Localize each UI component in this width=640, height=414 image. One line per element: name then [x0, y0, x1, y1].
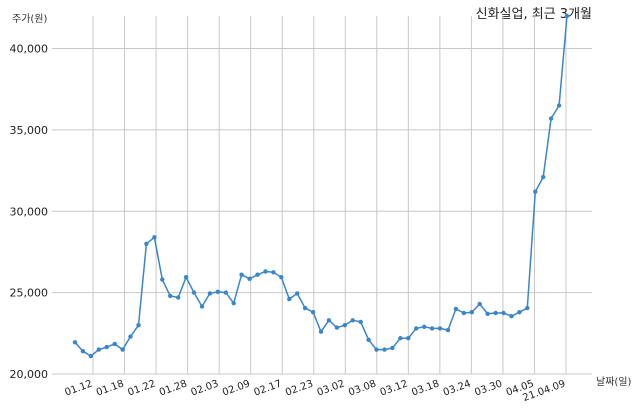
data-point [342, 323, 347, 328]
data-point [160, 277, 165, 282]
data-point [382, 347, 387, 352]
data-point [72, 340, 78, 345]
data-point [263, 269, 268, 274]
data-point [541, 174, 546, 180]
data-point [136, 323, 141, 328]
x-tick-label: 01.18 [95, 378, 126, 398]
data-point [96, 347, 102, 352]
x-tick-label: 01.22 [126, 378, 157, 398]
data-point [318, 329, 324, 334]
data-point [144, 241, 149, 246]
y-axis-label: 주가(원) [12, 13, 48, 25]
data-point [239, 272, 244, 277]
data-point [334, 325, 340, 330]
data-point [453, 306, 459, 312]
y-tick-label: 20,000 [10, 368, 49, 381]
data-point [445, 327, 451, 333]
x-tick-label: 03.12 [379, 378, 410, 398]
chart-title: 신화실업, 최근 3개월 [476, 7, 592, 22]
data-point [525, 305, 530, 311]
series-line [74, 15, 568, 357]
data-point [302, 305, 308, 311]
data-point [191, 290, 197, 295]
data-point [271, 270, 276, 275]
data-point [310, 310, 316, 315]
x-tick-label: 02.03 [189, 378, 220, 398]
series-layer [72, 13, 570, 359]
data-point [501, 310, 506, 316]
data-point [406, 336, 411, 341]
x-tick-label: 03.02 [316, 378, 347, 398]
data-point [255, 272, 260, 277]
data-point [176, 295, 181, 300]
data-point [509, 314, 514, 319]
data-point [152, 235, 157, 240]
data-point [326, 318, 332, 323]
data-point [279, 275, 284, 280]
data-point [477, 301, 482, 307]
y-tick-label: 40,000 [10, 43, 49, 56]
x-tick-label: 02.09 [221, 378, 252, 398]
data-point [366, 337, 371, 342]
data-point [533, 189, 538, 194]
x-tick-label: 03.24 [442, 378, 473, 398]
data-point [374, 347, 379, 352]
data-point [168, 293, 173, 299]
data-point [128, 334, 133, 339]
data-point [80, 349, 86, 354]
x-tick-label: 01.12 [63, 378, 94, 398]
data-point [207, 291, 213, 296]
data-point [437, 326, 443, 331]
data-point [223, 290, 228, 295]
data-point [358, 319, 363, 325]
x-tick-label: 02.17 [253, 378, 284, 398]
x-tick-label: 03.30 [473, 378, 504, 398]
data-point [461, 310, 466, 316]
data-point [295, 291, 300, 296]
y-tick-label: 25,000 [10, 287, 49, 300]
x-tick-label: 01.28 [158, 378, 189, 398]
data-point [104, 344, 109, 350]
data-point [350, 318, 355, 323]
data-point [422, 324, 427, 329]
data-point [390, 345, 395, 351]
x-tick-label: 02.23 [284, 378, 315, 398]
data-point [199, 304, 205, 309]
data-point [548, 116, 554, 121]
data-point [231, 301, 236, 306]
x-axis-label: 날짜(일) [596, 376, 632, 388]
data-point [517, 310, 522, 315]
data-point [247, 276, 252, 281]
y-tick-label: 35,000 [10, 124, 49, 137]
data-point [398, 336, 403, 341]
data-point [287, 296, 292, 302]
data-point [120, 347, 125, 352]
data-point [564, 13, 570, 19]
x-tick-label: 03.18 [410, 378, 441, 398]
data-point [183, 275, 189, 280]
gridlines [52, 16, 592, 375]
data-point [215, 289, 220, 294]
data-point [112, 341, 117, 347]
data-point [469, 310, 474, 315]
data-point [429, 326, 435, 331]
data-point [556, 103, 562, 108]
y-axis: 20,000 25,000 30,000 35,000 40,000 [10, 43, 49, 381]
data-point [414, 326, 419, 331]
y-tick-label: 30,000 [10, 205, 49, 218]
x-axis: 01.12 01.18 01.22 01.28 02.03 02.09 02.17 02.23… [63, 378, 567, 404]
data-point [88, 353, 94, 359]
data-point [485, 311, 490, 316]
data-point [493, 310, 498, 316]
x-tick-label: 03.08 [347, 378, 378, 398]
